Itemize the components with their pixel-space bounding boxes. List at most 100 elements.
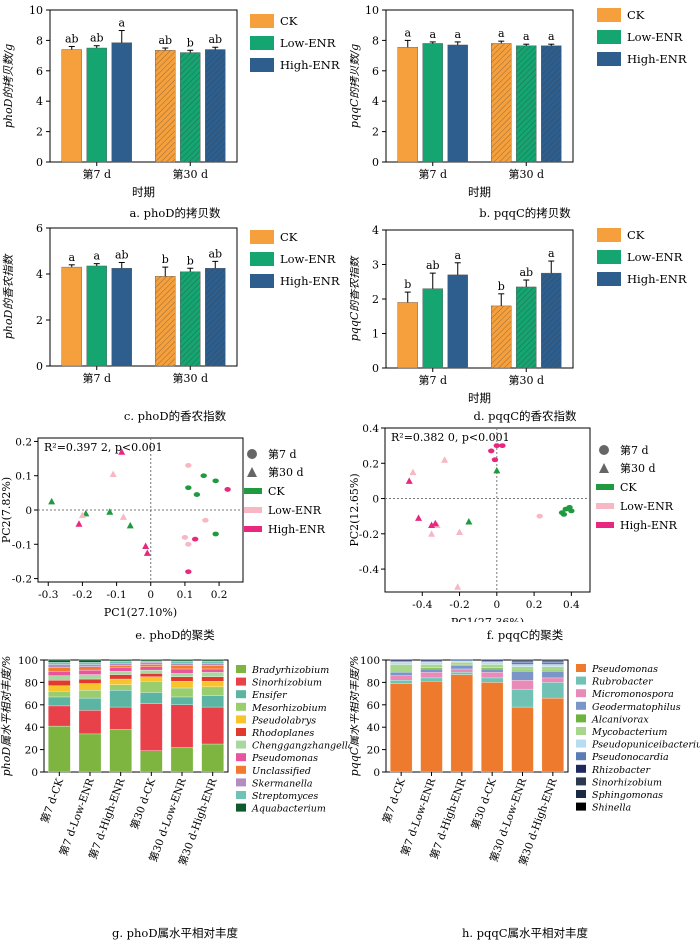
y-tick-label: 4 bbox=[372, 95, 379, 108]
y-tick-label: 0 bbox=[372, 362, 379, 375]
stack-Micromonospora bbox=[390, 675, 413, 681]
stack-Rhodoplanes bbox=[78, 678, 102, 684]
bar-CK bbox=[491, 43, 512, 163]
legend-label: Geodermatophilus bbox=[592, 702, 681, 713]
bar-Low-ENR bbox=[86, 47, 107, 163]
stack-Mesorhizobium bbox=[78, 690, 102, 699]
significance-letter: b bbox=[404, 278, 411, 291]
stack-Pseudomonas bbox=[170, 668, 194, 674]
legend-swatch bbox=[250, 58, 274, 72]
stack-Pseudonocardia bbox=[481, 660, 504, 663]
legend-label: Alcanivorax bbox=[591, 714, 649, 725]
stack-Alcanivorax bbox=[481, 667, 504, 670]
stack-Mycobacterium bbox=[511, 666, 534, 671]
legend-label: 第7 d bbox=[620, 443, 649, 457]
significance-letter: ab bbox=[158, 34, 172, 47]
stack-Sinorhizobium bbox=[109, 706, 132, 730]
x-axis-label: PC1(27.10%) bbox=[104, 606, 177, 619]
x-tick-label: -0.3 bbox=[38, 589, 58, 601]
point-CK-30d bbox=[465, 517, 473, 525]
y-tick-label: -0.1 bbox=[12, 539, 32, 551]
stack-Unclassified bbox=[201, 665, 224, 670]
bar-CK bbox=[397, 302, 418, 369]
y-tick-label: 6 bbox=[36, 222, 43, 235]
significance-letter: a bbox=[93, 250, 100, 263]
stack-Pseudolabrys bbox=[78, 683, 102, 691]
point-High-30d bbox=[405, 477, 413, 484]
point-Low-7d bbox=[185, 463, 192, 468]
significance-letter: ab bbox=[65, 32, 79, 45]
y-tick-label: 0.2 bbox=[362, 458, 379, 470]
point-CK-7d bbox=[568, 508, 575, 514]
y-axis-label: phoD的香农指数 bbox=[2, 253, 15, 340]
y-axis-label: PC2(12.65%) bbox=[350, 473, 361, 546]
stack-Rubrobacter bbox=[390, 680, 413, 684]
y-tick-label: 20 bbox=[367, 745, 380, 757]
significance-letter: a bbox=[548, 30, 555, 43]
point-High-7d bbox=[185, 569, 192, 575]
y-tick-label: 1 bbox=[372, 328, 379, 341]
legend-label: Rhizobacter bbox=[591, 765, 652, 776]
stack-Alcanivorax bbox=[390, 671, 413, 673]
legend-label: Sphingomonas bbox=[592, 790, 663, 801]
legend-swatch bbox=[576, 714, 586, 723]
bar-CK bbox=[397, 47, 418, 163]
stack-Pseudolabrys bbox=[109, 678, 132, 685]
stack-Pseudomonas bbox=[541, 697, 564, 773]
legend-label: Pseudopuniceibacterium bbox=[591, 740, 700, 751]
x-tick-label: 0.4 bbox=[563, 599, 580, 611]
bar-Low-ENR bbox=[86, 265, 107, 367]
x-group-label: 第7 d bbox=[82, 167, 111, 181]
point-High-30d bbox=[415, 514, 423, 521]
stack-Alcanivorax bbox=[511, 669, 534, 672]
stack-Aquabacterium bbox=[140, 659, 163, 662]
legend-swatch bbox=[236, 677, 246, 686]
stack-Pseudonocardia bbox=[511, 662, 534, 665]
point-High-7d bbox=[224, 487, 231, 492]
x-tick-label: -0.1 bbox=[106, 589, 126, 601]
stack-Rhodoplanes bbox=[170, 676, 194, 682]
plot-frame bbox=[384, 427, 591, 593]
legend-label: Streptomyces bbox=[252, 791, 318, 802]
y-tick-label: 10 bbox=[365, 4, 379, 17]
stack-Chenggangzhangella bbox=[78, 674, 102, 680]
x-tick-label: -0.2 bbox=[449, 599, 469, 611]
legend-label: Rubrobacter bbox=[591, 677, 654, 688]
point-High-7d bbox=[491, 457, 499, 463]
y-tick-label: 6 bbox=[36, 65, 43, 78]
stack-Pseudonocardia bbox=[390, 660, 413, 663]
stack-Chenggangzhangella bbox=[109, 671, 132, 675]
legend-marker-day30 bbox=[599, 463, 609, 473]
x-tick-label: 0 bbox=[147, 589, 154, 601]
stack-Rhizobacter bbox=[511, 660, 534, 663]
point-Low-30d bbox=[119, 513, 127, 520]
stack-Micromonospora bbox=[420, 672, 443, 679]
stack-Pseudopuniceibacterium bbox=[541, 664, 564, 667]
legend-label: Low-ENR bbox=[627, 30, 683, 44]
legend-label: Low-ENR bbox=[268, 504, 322, 517]
legend-swatch bbox=[576, 701, 586, 710]
legend-swatch bbox=[576, 689, 586, 698]
stack-Unclassified bbox=[170, 665, 194, 670]
point-CK-7d bbox=[560, 512, 568, 517]
legend-swatch bbox=[244, 507, 262, 513]
legend-label: Shinella bbox=[592, 803, 631, 814]
y-tick-label: 0.4 bbox=[362, 423, 379, 435]
stack-Rhizobacter bbox=[541, 660, 564, 663]
chart-b-pqqC-copies: 0 2 4 6 8 10 第7 d a a a 第30 d a a a pqqC的拷贝数/g 时期 CK Low-… bbox=[350, 4, 687, 199]
y-axis-label: pqqC的拷贝数/g bbox=[350, 44, 361, 128]
stack-Mycobacterium bbox=[481, 664, 504, 668]
x-axis-label: 时期 bbox=[468, 391, 491, 404]
stack-Geodermatophilus bbox=[541, 671, 564, 679]
stack-Chenggangzhangella bbox=[170, 673, 194, 677]
point-Low-7d bbox=[202, 517, 209, 523]
stack-Bradyrhizobium bbox=[48, 725, 71, 773]
x-group-label: 第30 d bbox=[508, 373, 544, 387]
legend-label: High-ENR bbox=[280, 58, 340, 72]
legend-label: Low-ENR bbox=[280, 36, 336, 50]
bar-High-ENR bbox=[205, 268, 226, 367]
point-Low-30d bbox=[454, 583, 462, 590]
bar-High-ENR bbox=[447, 44, 468, 163]
